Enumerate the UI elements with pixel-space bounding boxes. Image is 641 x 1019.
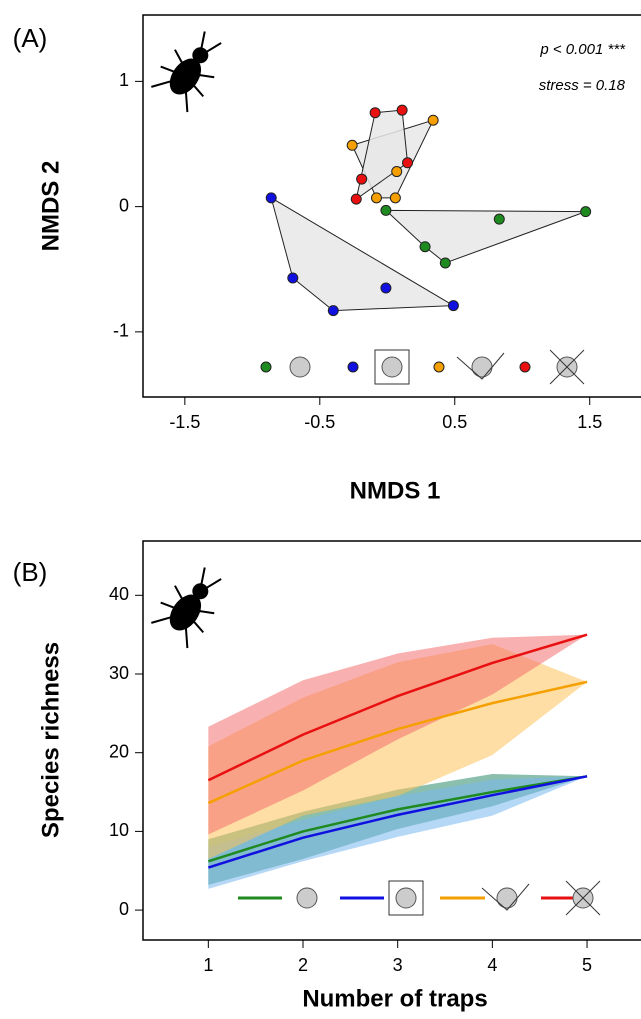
beetle-head: [192, 47, 209, 64]
x-tick-label: 0.5: [442, 412, 467, 432]
x-tick-label: 2: [298, 955, 308, 975]
legend-icon: [456, 352, 505, 380]
point: [380, 204, 392, 216]
hull: [384, 209, 586, 264]
x-tick-label: -1.5: [169, 412, 200, 432]
legend-swatch: [260, 361, 272, 373]
point: [580, 206, 592, 218]
point: [370, 192, 382, 204]
point: [287, 272, 299, 284]
beetle-leg: [174, 585, 185, 602]
point: [369, 107, 381, 119]
line: [207, 775, 588, 863]
beetle-leg: [196, 609, 215, 615]
legend-swatch: [347, 361, 359, 373]
y-tick-label: 10: [109, 820, 129, 840]
beetle-leg: [200, 31, 206, 49]
beetle-leg: [160, 65, 177, 74]
x-axis-label: Number of traps: [302, 985, 487, 1012]
y-tick-label: 30: [109, 663, 129, 683]
point: [419, 241, 431, 253]
point: [396, 104, 408, 116]
legend-icon: [381, 356, 403, 378]
x-tick-label: -0.5: [304, 412, 335, 432]
legend-icon: [289, 356, 311, 378]
x-axis-label: NMDS 1: [350, 477, 441, 504]
beetle-leg: [205, 578, 222, 589]
annotation: stress = 0.18: [539, 77, 626, 94]
panel-label: (A): [13, 23, 48, 53]
beetle-leg: [191, 619, 205, 634]
beetle-leg: [151, 80, 172, 88]
y-tick-label: 0: [119, 195, 129, 215]
x-tick-label: 4: [487, 955, 497, 975]
point: [346, 139, 358, 151]
band: [208, 634, 588, 835]
plot-frame: [142, 540, 641, 941]
legend-swatch: [433, 361, 445, 373]
beetle-icon: [151, 567, 222, 649]
legend-icon: [296, 887, 318, 909]
point: [327, 305, 339, 317]
band: [208, 776, 588, 889]
y-axis-label: NMDS 2: [37, 161, 64, 252]
legend-icon: [496, 887, 518, 909]
x-tick-label: 3: [393, 955, 403, 975]
point: [380, 282, 392, 294]
panel-label: (B): [13, 557, 48, 587]
beetle-leg: [205, 42, 222, 53]
legend-swatch: [519, 361, 531, 373]
legend-icon: [374, 349, 410, 385]
y-tick-label: -1: [113, 321, 129, 341]
legend-icon: [395, 887, 417, 909]
beetle-leg: [151, 616, 172, 624]
beetle-leg: [196, 73, 215, 79]
legend-icon: [481, 883, 530, 911]
plot-frame: [142, 14, 641, 398]
beetle-icon: [151, 31, 222, 113]
beetle-leg: [184, 627, 189, 649]
beetle-leg: [200, 567, 206, 585]
x-tick-label: 1: [203, 955, 213, 975]
legend-icon: [471, 356, 493, 378]
point: [439, 257, 451, 269]
point: [447, 300, 459, 312]
x-tick-label: 5: [582, 955, 592, 975]
legend-icon: [549, 349, 585, 385]
y-tick-label: 20: [109, 741, 129, 761]
point: [350, 193, 362, 205]
beetle-leg: [184, 91, 189, 113]
point: [265, 192, 277, 204]
line: [207, 680, 588, 805]
beetle-leg: [191, 83, 205, 98]
x-tick-label: 1.5: [577, 412, 602, 432]
point: [402, 157, 414, 169]
annotation: p < 0.001 ***: [539, 41, 626, 58]
y-axis-label: Species richness: [37, 642, 64, 838]
beetle-head: [192, 583, 209, 600]
y-tick-label: 0: [119, 899, 129, 919]
y-tick-label: 40: [109, 584, 129, 604]
legend-icon: [565, 880, 601, 916]
beetle-leg: [174, 49, 185, 66]
line: [207, 775, 588, 869]
point: [427, 114, 439, 126]
point: [493, 213, 505, 225]
line: [207, 633, 588, 782]
point: [389, 192, 401, 204]
point: [356, 173, 368, 185]
beetle-leg: [160, 601, 177, 610]
point: [391, 166, 403, 178]
y-tick-label: 1: [119, 70, 129, 90]
legend-icon: [388, 880, 424, 916]
